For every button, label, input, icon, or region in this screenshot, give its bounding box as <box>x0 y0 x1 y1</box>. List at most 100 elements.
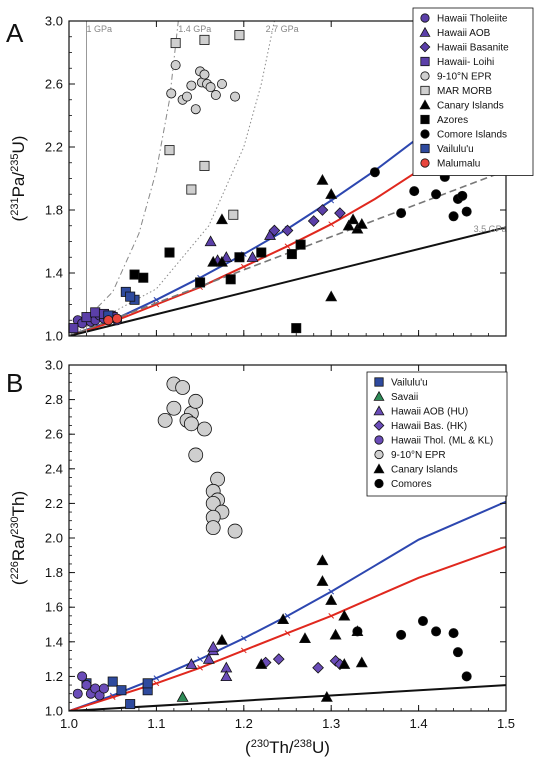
curve-tick <box>328 612 335 619</box>
curve-black <box>69 684 506 711</box>
legend-label-comore-islands: Comore Islands <box>437 130 507 141</box>
legend-label-savaii: Savaii <box>391 392 418 403</box>
legend-marker-hawaii-thol-ml-kl <box>374 435 384 445</box>
point-mar-morb <box>199 160 210 171</box>
data-points <box>68 30 472 334</box>
x-tick-label: 1.3 <box>322 716 340 731</box>
point-hawaii-thol-ml-kl <box>81 680 92 691</box>
legend-marker-vailulu-u <box>420 143 430 154</box>
legend-label-mar-morb: MAR MORB <box>437 86 492 97</box>
y-axis-label-base: ( <box>9 215 28 221</box>
legend-label-hawaii-aob-hu: Hawaii AOB (HU) <box>391 407 468 418</box>
x-tick-label: 1.5 <box>497 716 515 731</box>
legend-marker-malumalu <box>420 158 430 168</box>
point-canary-islands <box>207 255 220 267</box>
point-canary-islands <box>355 656 368 668</box>
y-tick-label: 1.8 <box>45 203 63 218</box>
curve-blue <box>69 500 506 711</box>
point-hawaii-basanite <box>334 207 346 220</box>
y-axis-label-sup1: 231 <box>9 197 21 215</box>
axis-ticks: 1.0 1.1 1.2 1.3 1.4 1.5 1.0 1.2 1.4 1.6 1.8 2.0 2.2 2… <box>45 358 515 732</box>
curve-tick <box>240 635 247 642</box>
legend-label-9-10n-epr: 9-10°N EPR <box>391 450 446 461</box>
legend-box <box>412 7 534 176</box>
curve-tick <box>284 630 291 637</box>
legend-marker-9-10n-epr <box>374 449 384 460</box>
point-hawaii-aob-hu <box>185 658 198 669</box>
point-canary-islands <box>342 219 355 231</box>
point-canary-islands <box>299 632 311 643</box>
point-canary-islands <box>325 594 338 605</box>
point-canary-islands <box>320 691 333 702</box>
point-9-10n-epr <box>199 69 210 80</box>
legend-marker-vailulu-u <box>374 377 384 387</box>
y-tick-label: 1.4 <box>45 634 63 649</box>
curve-tick <box>284 243 291 250</box>
y-tick-label: 1.8 <box>45 565 63 580</box>
legend-label-hawaii-thol-ml-kl: Hawaii Thol. (ML & KL) <box>391 436 493 447</box>
point-9-10n-epr <box>188 447 204 463</box>
point-canary-islands <box>355 218 368 229</box>
curve-dashdot <box>69 21 179 336</box>
legend-label-9-10n-epr: 9-10°N EPR <box>437 72 492 83</box>
point-9-10n-epr <box>205 520 221 536</box>
legend-marker-savaii <box>373 390 385 401</box>
point-canary-islands <box>325 188 338 199</box>
point-azores <box>138 272 149 283</box>
point-canary-islands <box>277 613 290 624</box>
point-azores <box>256 247 267 258</box>
point-canary-islands <box>215 255 228 267</box>
legend-marker-hawaii-basanite <box>419 41 431 53</box>
curve-tick <box>153 296 160 303</box>
point-9-10n-epr <box>227 523 243 539</box>
curve-tick <box>197 664 203 671</box>
y-tick-label: 1.2 <box>45 669 63 684</box>
point-azores <box>234 252 245 263</box>
curve-tick <box>328 221 335 228</box>
point-canary-islands <box>338 658 351 669</box>
legend-marker-comores <box>374 478 384 489</box>
curve-tick <box>240 647 247 654</box>
point-comore-islands <box>448 211 459 222</box>
legend-label-vailulu-u: Vailulu'u <box>437 144 474 155</box>
point-comore-islands <box>409 186 420 197</box>
point-hawaii-basanite <box>268 224 281 237</box>
legend-label-malumalu: Malumalu <box>437 159 480 170</box>
legend-marker-hawaii-loihi <box>420 56 430 67</box>
y-axis-label-end: U) <box>9 136 28 154</box>
point-vailulu-u <box>142 678 153 689</box>
y-axis-label-end: Th) <box>9 491 28 517</box>
point-comore-islands <box>369 167 380 178</box>
point-canary-islands <box>329 628 342 640</box>
annotation-1-gpa: 1 GPa <box>86 24 112 34</box>
point-9-10n-epr <box>183 416 199 432</box>
curve-tick <box>153 680 160 687</box>
point-comore-islands <box>457 190 468 201</box>
legend-label-azores: Azores <box>437 115 468 126</box>
legend-label-hawaii-bas-hk: Hawaii Bas. (HK) <box>391 421 467 432</box>
point-comore-islands <box>396 208 407 219</box>
point-hawaii-aob <box>264 229 276 240</box>
legend-marker-azores <box>420 114 430 125</box>
curve-dotted <box>69 21 275 336</box>
legend-box <box>366 371 508 497</box>
legend-marker-hawaii-aob-hu <box>373 405 385 416</box>
y-axis-label-sup2: 230 <box>9 516 21 534</box>
annotation-3-5-gpa: 3.5 GPa <box>474 224 507 234</box>
model-curves <box>69 500 506 711</box>
y-tick-label: 2.2 <box>45 140 63 155</box>
y-axis-label-base: ( <box>9 579 28 585</box>
point-azores <box>286 249 297 260</box>
x-axis-label-end: U) <box>312 738 330 757</box>
point-vailulu-u <box>107 676 118 687</box>
point-hawaii-basanite <box>281 224 294 237</box>
legend-label-canary-islands: Canary Islands <box>437 101 504 112</box>
point-9-10n-epr <box>166 88 177 99</box>
point-comores <box>352 626 363 637</box>
point-mar-morb <box>199 34 210 45</box>
x-axis-label-sup2: 238 <box>294 738 312 750</box>
data-points <box>72 376 472 710</box>
x-axis-label-mid: Th/ <box>269 738 294 757</box>
y-tick-label: 2.6 <box>45 427 63 442</box>
